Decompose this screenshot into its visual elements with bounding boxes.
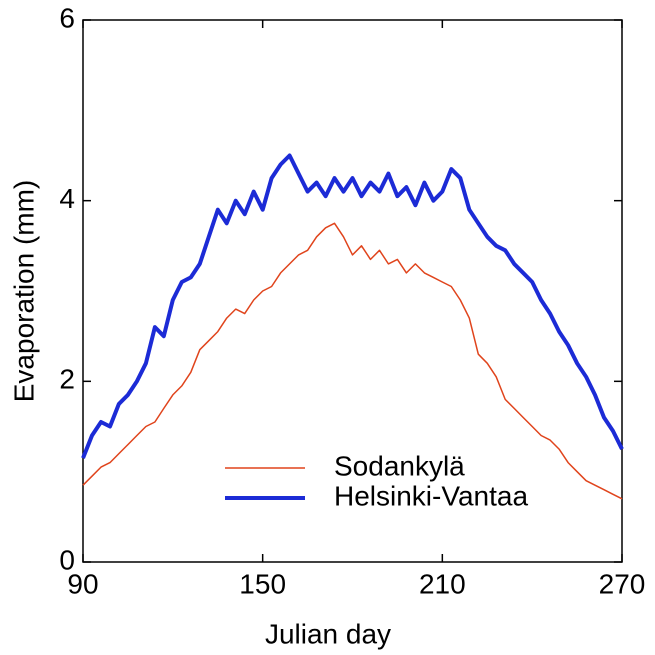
y-tick-label: 4 [59,183,75,214]
y-axis-label: Evaporation (mm) [8,180,39,403]
x-axis-label: Julian day [265,618,391,649]
x-tick-label: 150 [239,568,286,599]
plot-frame [82,19,623,563]
x-tick-label: 210 [419,568,466,599]
x-tick-label: 90 [67,568,98,599]
legend-label: Sodankylä [334,450,465,481]
y-tick-label: 2 [59,364,75,395]
x-tick-label: 270 [599,568,646,599]
series-line [81,153,624,459]
series-line [82,222,623,500]
y-tick-label: 0 [59,544,75,575]
legend-label: Helsinki-Vantaa [334,480,528,511]
y-tick-label: 6 [59,2,75,33]
